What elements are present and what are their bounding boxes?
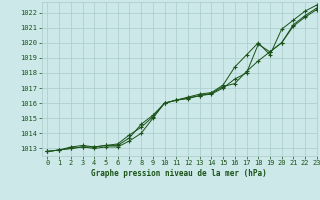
X-axis label: Graphe pression niveau de la mer (hPa): Graphe pression niveau de la mer (hPa) [91, 169, 267, 178]
